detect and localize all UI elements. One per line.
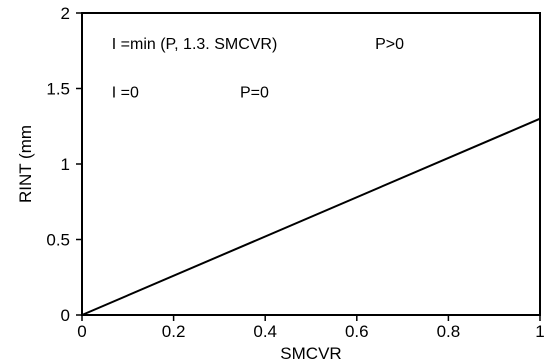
ticks bbox=[76, 13, 540, 321]
y-tick-label: 1.5 bbox=[46, 80, 70, 99]
x-tick-label: 0 bbox=[77, 322, 86, 341]
x-tick-label: 0.2 bbox=[162, 322, 186, 341]
x-tick-label: 0.8 bbox=[437, 322, 461, 341]
y-tick-label: 2 bbox=[61, 4, 70, 23]
annotation-2: I =0 bbox=[112, 85, 139, 102]
x-axis-label: SMCVR bbox=[280, 344, 341, 361]
y-tick-label: 1 bbox=[61, 155, 70, 174]
tick-labels: 0 0.2 0.4 0.6 0.8 1 0 0.5 1 1.5 2 bbox=[46, 4, 544, 341]
annotation-0: I =min (P, 1.3. SMCVR) bbox=[112, 36, 278, 53]
series bbox=[82, 119, 540, 315]
x-tick-label: 1 bbox=[535, 322, 544, 341]
annotation-1: P>0 bbox=[375, 36, 404, 53]
x-tick-label: 0.4 bbox=[253, 322, 277, 341]
annotations: I =min (P, 1.3. SMCVR) P>0 I =0 P=0 bbox=[112, 36, 404, 101]
series-line-0 bbox=[82, 119, 540, 315]
x-tick-label: 0.6 bbox=[345, 322, 369, 341]
plot-frame bbox=[82, 13, 540, 315]
y-axis-label: RINT (mm bbox=[16, 125, 35, 203]
annotation-3: P=0 bbox=[240, 85, 269, 102]
y-tick-label: 0 bbox=[61, 306, 70, 325]
y-tick-label: 0.5 bbox=[46, 231, 70, 250]
